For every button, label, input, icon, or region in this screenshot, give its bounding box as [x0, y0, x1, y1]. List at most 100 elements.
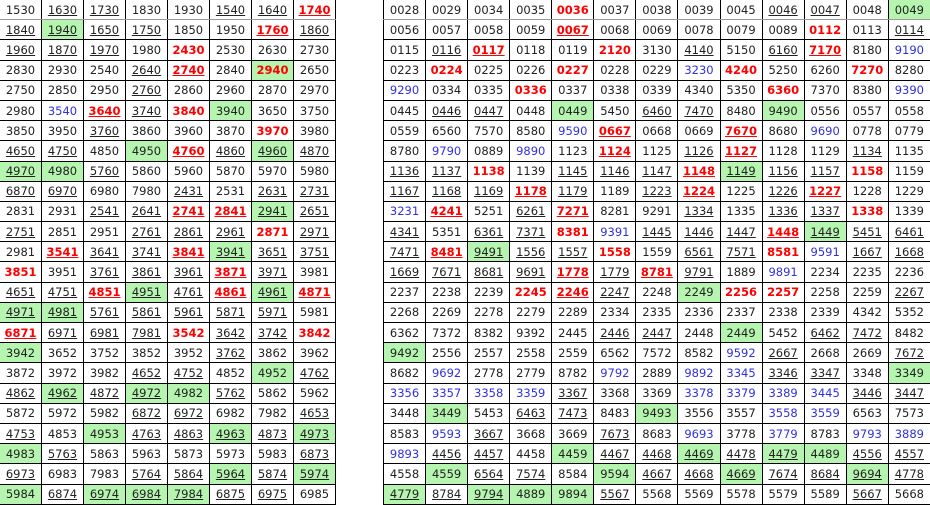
grid-cell[interactable]: 0112 [803, 19, 847, 41]
grid-cell[interactable]: 4458 [509, 443, 553, 465]
grid-cell[interactable]: 1667 [845, 241, 889, 263]
grid-cell[interactable]: 6461 [887, 221, 930, 243]
grid-cell[interactable]: 2235 [845, 261, 889, 283]
grid-cell[interactable]: 5871 [209, 301, 252, 324]
grid-cell[interactable]: 1136 [382, 160, 427, 182]
grid-cell[interactable]: 5760 [83, 160, 126, 182]
grid-cell[interactable]: 5250 [761, 59, 805, 81]
grid-cell[interactable]: 1558 [593, 241, 637, 263]
grid-cell[interactable]: 1980 [125, 39, 168, 61]
grid-cell[interactable]: 9790 [425, 140, 469, 162]
grid-cell[interactable]: 3652 [41, 342, 84, 364]
grid-cell[interactable]: 0449 [551, 99, 595, 122]
grid-cell[interactable]: 5350 [719, 79, 763, 101]
grid-cell[interactable]: 0113 [845, 19, 889, 41]
grid-cell[interactable]: 8180 [845, 39, 889, 61]
grid-cell[interactable]: 4456 [425, 443, 469, 465]
grid-cell[interactable]: 1650 [83, 19, 126, 41]
grid-cell[interactable]: 0034 [467, 0, 511, 21]
grid-cell[interactable]: 1334 [677, 200, 721, 223]
grid-cell[interactable]: 4960 [251, 140, 294, 162]
grid-cell[interactable]: 1335 [719, 200, 763, 223]
grid-cell[interactable]: 6561 [677, 241, 721, 263]
grid-cell[interactable]: 5964 [209, 463, 252, 485]
grid-cell[interactable]: 9390 [887, 79, 930, 101]
grid-cell[interactable]: 2779 [509, 362, 553, 384]
grid-cell[interactable]: 0225 [467, 59, 511, 81]
grid-cell[interactable]: 5873 [167, 443, 210, 465]
grid-cell[interactable]: 9590 [551, 120, 595, 142]
grid-cell[interactable]: 3741 [125, 241, 168, 263]
grid-cell[interactable]: 7271 [551, 200, 595, 223]
grid-cell[interactable]: 6563 [845, 402, 889, 424]
grid-cell[interactable]: 1125 [635, 140, 679, 162]
grid-cell[interactable]: 3379 [719, 382, 763, 404]
grid-cell[interactable]: 2668 [803, 342, 847, 364]
grid-cell[interactable]: 3860 [125, 120, 168, 142]
grid-cell[interactable]: 7672 [887, 342, 930, 364]
grid-cell[interactable]: 6983 [41, 463, 84, 485]
grid-cell[interactable]: 6562 [593, 342, 637, 364]
grid-cell[interactable]: 5972 [41, 402, 84, 424]
grid-cell[interactable]: 8780 [382, 140, 427, 162]
grid-cell[interactable]: 7372 [425, 321, 469, 344]
grid-cell[interactable]: 3369 [635, 382, 679, 404]
grid-cell[interactable]: 2889 [635, 362, 679, 384]
grid-cell[interactable]: 5351 [425, 221, 469, 243]
grid-cell[interactable]: 3389 [761, 382, 805, 404]
grid-cell[interactable]: 3231 [382, 200, 427, 223]
grid-cell[interactable]: 3941 [209, 241, 252, 263]
grid-cell[interactable]: 5971 [251, 301, 294, 324]
grid-cell[interactable]: 0223 [382, 59, 427, 81]
grid-cell[interactable]: 7671 [425, 261, 469, 283]
grid-cell[interactable]: 4861 [209, 281, 252, 303]
grid-cell[interactable]: 4489 [803, 443, 847, 465]
grid-cell[interactable]: 1189 [593, 180, 637, 202]
grid-cell[interactable]: 2238 [425, 281, 469, 303]
grid-cell[interactable]: 2258 [803, 281, 847, 303]
grid-cell[interactable]: 3449 [425, 402, 469, 424]
grid-cell[interactable]: 2246 [551, 281, 595, 303]
grid-cell[interactable]: 4668 [677, 463, 721, 485]
grid-cell[interactable]: 5862 [251, 382, 294, 404]
grid-cell[interactable]: 0056 [382, 19, 427, 41]
grid-cell[interactable]: 4851 [83, 281, 126, 303]
grid-cell[interactable]: 0889 [467, 140, 511, 162]
grid-cell[interactable]: 2778 [467, 362, 511, 384]
grid-cell[interactable]: 3358 [467, 382, 511, 404]
grid-cell[interactable]: 3852 [125, 342, 168, 364]
grid-cell[interactable]: 3378 [677, 382, 721, 404]
grid-cell[interactable]: 5981 [293, 301, 336, 324]
grid-cell[interactable]: 2336 [677, 301, 721, 324]
grid-cell[interactable]: 2239 [467, 281, 511, 303]
grid-cell[interactable]: 4653 [293, 402, 336, 424]
grid-cell[interactable]: 2557 [467, 342, 511, 364]
grid-cell[interactable]: 4872 [83, 382, 126, 404]
grid-cell[interactable]: 1228 [845, 180, 889, 202]
grid-cell[interactable]: 9690 [803, 120, 847, 142]
grid-cell[interactable]: 5970 [251, 160, 294, 182]
grid-cell[interactable]: 0224 [425, 59, 469, 81]
grid-cell[interactable]: 6874 [41, 483, 84, 505]
grid-cell[interactable]: 0049 [887, 0, 930, 21]
grid-cell[interactable]: 4557 [887, 443, 930, 465]
grid-cell[interactable]: 1889 [719, 261, 763, 283]
grid-cell[interactable]: 5984 [0, 483, 42, 505]
grid-cell[interactable]: 2268 [382, 301, 427, 324]
grid-cell[interactable]: 3980 [293, 120, 336, 142]
grid-cell[interactable]: 3778 [719, 422, 763, 445]
grid-cell[interactable]: 4667 [635, 463, 679, 485]
grid-cell[interactable]: 3346 [761, 362, 805, 384]
grid-cell[interactable]: 0089 [761, 19, 805, 41]
grid-cell[interactable]: 3962 [293, 342, 336, 364]
grid-cell[interactable]: 2850 [41, 79, 84, 101]
grid-cell[interactable]: 1158 [845, 160, 889, 182]
grid-cell[interactable]: 4341 [382, 221, 427, 243]
grid-cell[interactable]: 4860 [209, 140, 252, 162]
grid-cell[interactable]: 2556 [425, 342, 469, 364]
grid-cell[interactable]: 0039 [677, 0, 721, 21]
grid-cell[interactable]: 2338 [761, 301, 805, 324]
grid-cell[interactable]: 1168 [425, 180, 469, 202]
grid-cell[interactable]: 5762 [209, 382, 252, 404]
grid-cell[interactable]: 3971 [251, 261, 294, 283]
